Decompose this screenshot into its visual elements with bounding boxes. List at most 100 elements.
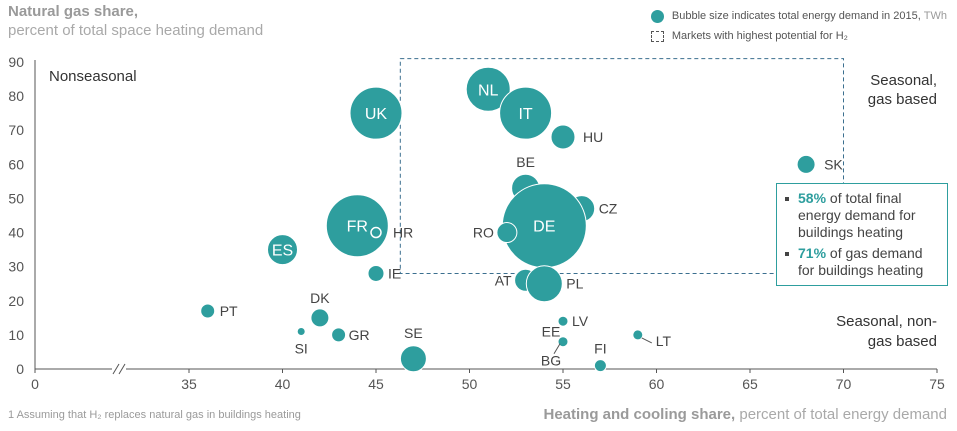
- legend-bubble-label: Bubble size indicates total energy deman…: [671, 10, 921, 22]
- bubble-label: GR: [349, 327, 370, 343]
- x-axis-title-rest: percent of total energy demand: [739, 406, 947, 423]
- bubble-lv: [557, 315, 569, 327]
- leader-line: [641, 337, 653, 344]
- bubble-ie: [367, 264, 385, 282]
- y-tick-label: 0: [16, 361, 24, 377]
- bubble-uk: [349, 86, 403, 140]
- callout-item: 58% of total final energy demand for bui…: [783, 190, 941, 241]
- bubble-label: IT: [518, 106, 532, 123]
- y-tick-label: 80: [8, 88, 24, 104]
- bubble-label: FR: [347, 219, 368, 236]
- region-label-seasonal-gas: gas based: [868, 91, 937, 108]
- x-tick-label: 55: [555, 376, 571, 392]
- bubble-label: UK: [365, 106, 388, 123]
- bubble-label: BG: [541, 353, 561, 369]
- legend: Bubble size indicates total energy deman…: [650, 6, 947, 46]
- legend-bubble-unit: TWh: [923, 10, 947, 22]
- leader-line: [553, 343, 561, 354]
- bubble-label: LV: [572, 313, 589, 329]
- bubble-label: NL: [478, 82, 499, 99]
- callout-text: 58% of total final energy demand for bui…: [798, 190, 941, 241]
- legend-bubble-row: Bubble size indicates total energy deman…: [650, 6, 947, 26]
- bullet-icon: [785, 197, 789, 201]
- region-label-seasonal-nongas: Seasonal, non-: [836, 313, 937, 330]
- bubble-bg: [557, 336, 569, 348]
- bubble-label: SE: [404, 325, 423, 341]
- bubble-label: PL: [566, 276, 583, 292]
- bubble-label: FI: [594, 341, 606, 357]
- bubble-pt: [200, 303, 216, 319]
- chart-subtitle: percent of total space heating demand: [8, 22, 264, 39]
- bubble-label: HR: [393, 225, 413, 241]
- legend-box-row: Markets with highest potential for H₂: [650, 26, 947, 46]
- bubble-label: DE: [533, 219, 555, 236]
- region-label-seasonal-gas: Seasonal,: [870, 72, 937, 89]
- x-tick-label: 60: [649, 376, 665, 392]
- bubble-label: SK: [824, 156, 843, 172]
- bubble-swatch-icon: [650, 9, 664, 23]
- y-tick-label: 20: [8, 293, 24, 309]
- bubble-label: DK: [310, 290, 330, 306]
- bubble-label: IE: [388, 265, 401, 281]
- x-tick-label: 40: [275, 376, 291, 392]
- y-tick-label: 90: [8, 54, 24, 70]
- bubble-es: [267, 234, 298, 266]
- bubble-sk: [796, 154, 816, 174]
- bubble-label: ES: [272, 243, 293, 260]
- bullet-icon: [785, 252, 789, 256]
- bubble-label: RO: [473, 225, 494, 241]
- callout-pct: 71%: [798, 245, 827, 261]
- bubble-label: HU: [583, 129, 603, 145]
- bubble-it: [499, 86, 553, 140]
- x-tick-label: 75: [929, 376, 945, 392]
- x-axis-title-bold: Heating and cooling share,: [543, 406, 736, 423]
- callout-item: 71% of gas demand for buildings heating: [783, 245, 941, 279]
- region-label-nonseasonal: Nonseasonal: [49, 68, 137, 85]
- x-tick-label: 35: [181, 376, 197, 392]
- bubble-pl: [525, 265, 563, 303]
- x-tick-label: 70: [836, 376, 852, 392]
- bubble-gr: [331, 327, 347, 343]
- bubble-nl: [465, 66, 511, 112]
- bubble-hr: [370, 226, 382, 239]
- y-tick-label: 30: [8, 259, 24, 275]
- callout-desc: of total final energy demand for buildin…: [798, 190, 916, 240]
- bubble-si: [296, 326, 306, 336]
- footnote: 1 Assuming that H₂ replaces natural gas …: [8, 409, 301, 421]
- x-tick-label: 65: [742, 376, 758, 392]
- callout-pct: 58%: [798, 190, 827, 206]
- bubble-fi: [593, 359, 607, 373]
- bubble-ro: [496, 222, 518, 244]
- y-tick-label: 10: [8, 327, 24, 343]
- x-tick-label: 50: [462, 376, 478, 392]
- bubble-label: SI: [295, 340, 308, 356]
- y-tick-label: 40: [8, 225, 24, 241]
- bubble-label: LT: [656, 333, 672, 349]
- bubble-se: [399, 345, 427, 373]
- bubble-label: AT: [495, 272, 512, 288]
- x-tick-label: 0: [31, 376, 39, 392]
- callout-desc: of gas demand for buildings heating: [798, 245, 924, 278]
- y-tick-label: 60: [8, 156, 24, 172]
- bubble-dk: [310, 308, 330, 328]
- x-axis-title: Heating and cooling share, percent of to…: [543, 406, 947, 423]
- bubble-lt: [632, 329, 644, 341]
- bubble-label: EE: [542, 324, 561, 340]
- region-label-seasonal-nongas: gas based: [868, 333, 937, 350]
- x-tick-label: 45: [368, 376, 384, 392]
- axis-break-mark: [118, 363, 126, 375]
- callout-box: 58% of total final energy demand for bui…: [776, 183, 948, 286]
- callout-text: 71% of gas demand for buildings heating: [798, 245, 941, 279]
- bubble-label: PT: [220, 303, 238, 319]
- bubble-hu: [550, 124, 576, 150]
- chart-title: Natural gas share,: [8, 3, 139, 20]
- bubble-fr: [325, 194, 389, 258]
- y-tick-label: 70: [8, 122, 24, 138]
- bubble-label: CZ: [599, 201, 618, 217]
- dashed-box-swatch-icon: [650, 30, 664, 42]
- bubble-label: BE: [516, 154, 535, 170]
- legend-box-label: Markets with highest potential for H₂: [671, 30, 848, 42]
- y-tick-label: 50: [8, 190, 24, 206]
- axis-break-mark: [112, 363, 120, 375]
